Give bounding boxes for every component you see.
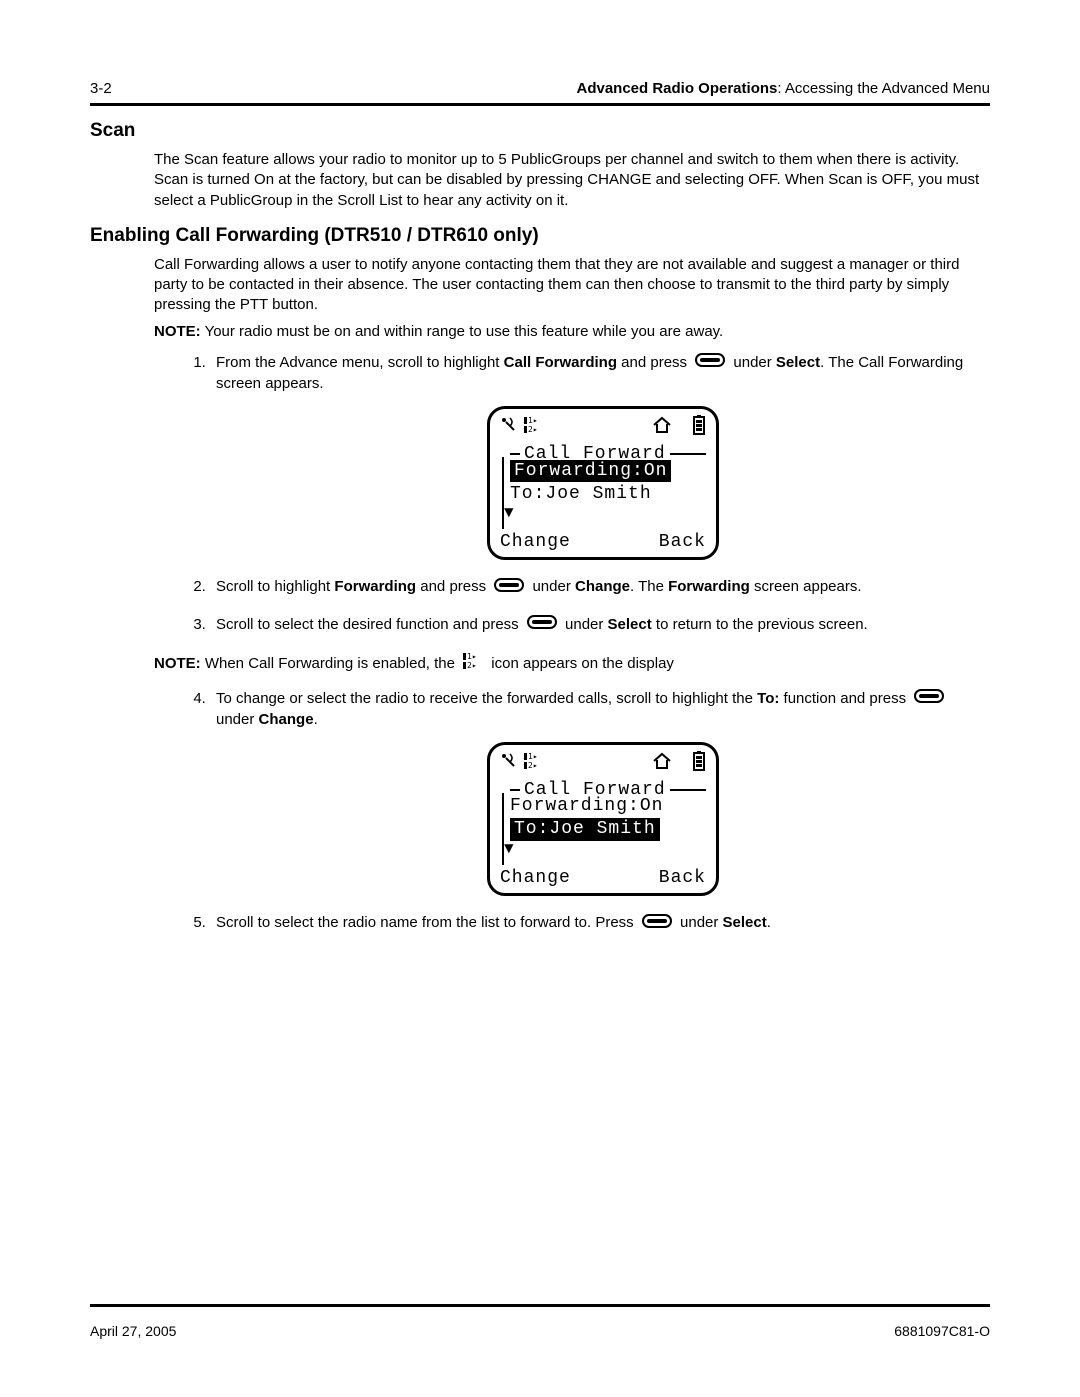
steps-list-cont: To change or select the radio to receive… (154, 688, 990, 934)
scan-body: The Scan feature allows your radio to mo… (154, 150, 990, 211)
home-icon (652, 416, 672, 442)
signal-icon (500, 752, 522, 778)
svg-text:1▸: 1▸ (528, 752, 538, 761)
step-3: Scroll to select the desired function an… (210, 614, 990, 636)
header-rule (90, 103, 990, 106)
page-number: 3-2 (90, 80, 112, 97)
footer-docnum: 6881097C81-O (894, 1323, 990, 1339)
call-forward-icon: 1▸2▸ (522, 415, 546, 443)
scan-heading: Scan (90, 120, 990, 142)
footer-date: April 27, 2005 (90, 1323, 176, 1339)
call-forward-icon: 1▸2▸ (461, 651, 485, 677)
battery-icon (692, 415, 706, 443)
step-2: Scroll to highlight Forwarding and press… (210, 576, 990, 598)
svg-text:2▸: 2▸ (467, 661, 477, 670)
signal-icon (500, 416, 522, 442)
steps-list: From the Advance menu, scroll to highlig… (154, 352, 990, 636)
home-icon (652, 752, 672, 778)
down-arrow-icon: ▼ (504, 842, 706, 856)
svg-text:1▸: 1▸ (467, 652, 477, 661)
chapter-title: Advanced Radio Operations: Accessing the… (576, 80, 990, 97)
down-arrow-icon: ▼ (504, 506, 706, 520)
call-forward-icon: 1▸2▸ (522, 751, 546, 779)
ecf-note2: NOTE: When Call Forwarding is enabled, t… (154, 651, 990, 677)
lcd-screen-1: 1▸2▸ Call Forward Forwarding:On (487, 406, 719, 560)
step-1: From the Advance menu, scroll to highlig… (210, 352, 990, 561)
step-5: Scroll to select the radio name from the… (210, 912, 990, 934)
ecf-heading: Enabling Call Forwarding (DTR510 / DTR61… (90, 225, 990, 247)
page-footer: April 27, 2005 6881097C81-O (90, 1323, 990, 1339)
step-4: To change or select the radio to receive… (210, 688, 990, 897)
softkey-icon (527, 614, 557, 635)
softkey-icon (494, 577, 524, 598)
footer-rule (90, 1304, 990, 1307)
ecf-body: Call Forwarding allows a user to notify … (154, 255, 990, 316)
ecf-note1: NOTE: Your radio must be on and within r… (154, 322, 990, 342)
softkey-icon (914, 688, 944, 709)
svg-text:2▸: 2▸ (528, 761, 538, 770)
lcd-screen-2: 1▸2▸ Call Forward Forwarding:On (487, 742, 719, 896)
svg-text:2▸: 2▸ (528, 425, 538, 434)
softkey-icon (695, 352, 725, 373)
softkey-icon (642, 913, 672, 934)
svg-text:1▸: 1▸ (528, 416, 538, 425)
page-header: 3-2 Advanced Radio Operations: Accessing… (90, 80, 990, 97)
battery-icon (692, 751, 706, 779)
